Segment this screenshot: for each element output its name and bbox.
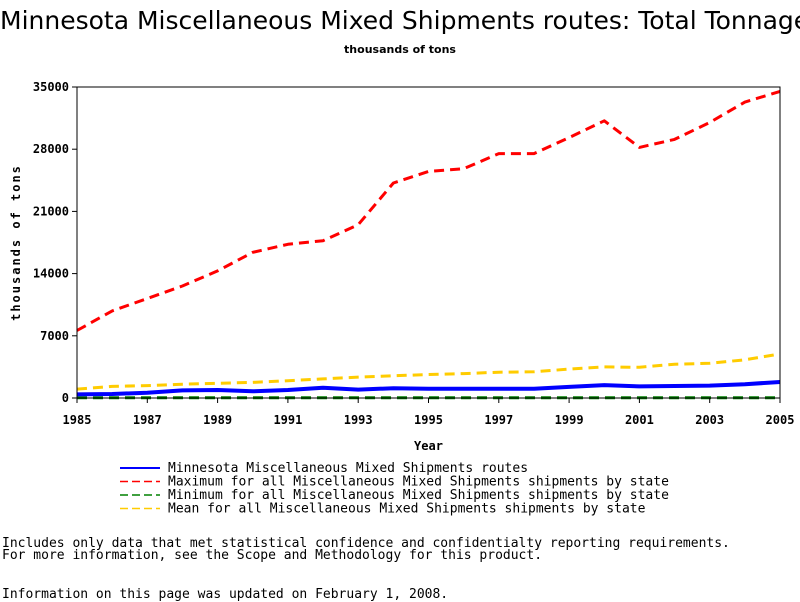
tick-marks bbox=[72, 87, 780, 403]
y-axis-label: thousands of tons bbox=[9, 164, 23, 321]
x-tick-label: 1995 bbox=[414, 413, 443, 427]
y-tick-label: 7000 bbox=[40, 329, 69, 343]
x-tick-label: 1993 bbox=[344, 413, 373, 427]
plot-frame bbox=[77, 87, 780, 398]
series-line-1 bbox=[77, 91, 780, 330]
series-lines bbox=[77, 91, 780, 397]
y-tick-labels: 0 7000 14000 21000 28000 35000 bbox=[33, 80, 69, 405]
x-tick-label: 1997 bbox=[484, 413, 513, 427]
legend-label: Mean for all Miscellaneous Mixed Shipmen… bbox=[168, 502, 646, 517]
footnote-methodology: For more information, see the Scope and … bbox=[2, 548, 542, 563]
x-tick-label: 2003 bbox=[695, 413, 724, 427]
x-tick-label: 1999 bbox=[555, 413, 584, 427]
y-tick-label: 0 bbox=[62, 391, 69, 405]
x-tick-label: 1991 bbox=[273, 413, 302, 427]
x-tick-label: 1985 bbox=[63, 413, 92, 427]
x-tick-label: 2001 bbox=[625, 413, 654, 427]
y-tick-label: 35000 bbox=[33, 80, 69, 94]
legend: Minnesota Miscellaneous Mixed Shipments … bbox=[120, 461, 669, 517]
series-line-3 bbox=[77, 354, 780, 389]
y-tick-label: 14000 bbox=[33, 267, 69, 281]
y-tick-label: 21000 bbox=[33, 204, 69, 218]
x-tick-label: 1987 bbox=[133, 413, 162, 427]
x-axis-label: Year bbox=[414, 439, 443, 453]
x-tick-labels: 1985 1987 1989 1991 1993 1995 1997 1999 2001 2003… bbox=[63, 413, 795, 427]
y-tick-label: 28000 bbox=[33, 142, 69, 156]
x-tick-label: 1989 bbox=[203, 413, 232, 427]
x-tick-label: 2005 bbox=[766, 413, 795, 427]
